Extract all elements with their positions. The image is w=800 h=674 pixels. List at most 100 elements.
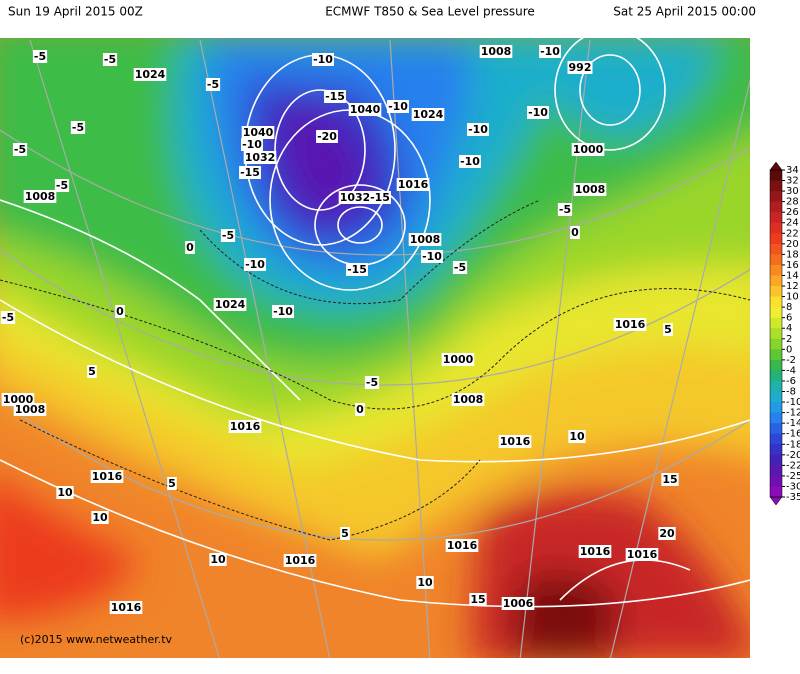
colorbar-cell	[770, 412, 782, 424]
colorbar-cell	[770, 275, 782, 287]
colorbar-tick-label: -30	[786, 481, 800, 492]
label-bg	[12, 143, 28, 156]
label-bg	[324, 90, 346, 103]
colorbar-cell	[770, 338, 782, 350]
label-bg	[355, 403, 365, 416]
colorbar-tick-label: 18	[786, 249, 799, 260]
contour-label: -5	[559, 203, 571, 216]
label-bg	[205, 78, 221, 91]
contour-label: -5	[207, 78, 219, 91]
label-bg	[91, 511, 109, 524]
contour-label: -15	[240, 166, 260, 179]
contour-label: -20	[317, 130, 337, 143]
contour-label: -15	[325, 90, 345, 103]
label-bg	[115, 305, 125, 318]
label-bg	[239, 166, 261, 179]
colorbar-cell	[770, 328, 782, 340]
colorbar-cell	[770, 391, 782, 403]
colorbar-cell	[770, 433, 782, 445]
label-bg	[13, 403, 47, 416]
label-bg	[23, 190, 57, 203]
colorbar-cell	[770, 286, 782, 298]
label-bg	[387, 100, 409, 113]
contour-label: 1016	[580, 545, 611, 558]
label-bg	[451, 393, 485, 406]
colorbar-tick-label: 22	[786, 228, 799, 239]
label-bg	[348, 103, 382, 116]
label-bg	[1, 393, 35, 406]
label-bg	[167, 477, 177, 490]
contour-label: -15	[370, 191, 390, 204]
contour-label: 5	[168, 477, 176, 490]
label-bg	[369, 191, 391, 204]
colorbar-tick-label: -16	[786, 429, 800, 440]
contour-label: 1000	[573, 143, 604, 156]
contour-label: 1016	[398, 178, 429, 191]
colorbar-cell	[770, 349, 782, 361]
colorbar-cell	[770, 402, 782, 414]
colorbar-cell	[770, 212, 782, 224]
contour-label: -5	[104, 53, 116, 66]
colorbar-cell	[770, 486, 782, 498]
footer: (c)2015 www.netweather.tv	[20, 633, 173, 646]
label-bg	[571, 143, 605, 156]
label-bg	[54, 179, 70, 192]
colorbar-cell	[770, 475, 782, 487]
label-bg	[613, 318, 647, 331]
label-bg	[467, 123, 489, 136]
colorbar-tick-label: 16	[786, 260, 799, 271]
label-bg	[312, 53, 334, 66]
contour-label: -5	[454, 261, 466, 274]
contour-label: 1008	[453, 393, 484, 406]
contour-label: 1040	[350, 103, 381, 116]
label-bg	[87, 365, 97, 378]
colorbar-cell	[770, 264, 782, 276]
contour-label: -5	[14, 143, 26, 156]
label-bg	[70, 121, 86, 134]
colorbar-frame	[769, 169, 783, 498]
contour-label: 1016	[230, 420, 261, 433]
contour-label: 1008	[15, 403, 46, 416]
label-bg	[459, 155, 481, 168]
colorbar-arrow-top	[769, 161, 783, 171]
colorbar-tick-label: 12	[786, 281, 799, 292]
colorbar-cell	[770, 222, 782, 234]
contour-label: -5	[56, 179, 68, 192]
colorbar-tick-label: 10	[786, 292, 799, 303]
contour-label: 0	[571, 226, 579, 239]
contour-label: -10	[528, 106, 548, 119]
colorbar-tick-label: -2	[786, 355, 796, 366]
label-bg	[568, 430, 586, 443]
colorbar-tick-label: 26	[786, 207, 799, 218]
label-bg	[243, 151, 277, 164]
colorbar-cell	[770, 243, 782, 255]
label-bg	[316, 130, 338, 143]
label-bg	[338, 191, 372, 204]
colorbar-tick-label: -35	[786, 492, 800, 503]
contour-label: -5	[222, 229, 234, 242]
contour-label: 10	[57, 486, 73, 499]
contour-label: -10	[242, 138, 262, 151]
contour-label: 1016	[500, 435, 531, 448]
contour-label: 1016	[92, 470, 123, 483]
label-bg	[364, 376, 380, 389]
label-bg	[396, 178, 430, 191]
contour-label: -10	[468, 123, 488, 136]
label-bg	[213, 298, 247, 311]
colorbar-tick-label: 14	[786, 270, 799, 281]
contour-label: 0	[116, 305, 124, 318]
contour-label: 1008	[25, 190, 56, 203]
label-bg	[578, 545, 612, 558]
label-bg	[469, 593, 487, 606]
label-bg	[90, 470, 124, 483]
label-bg	[539, 45, 561, 58]
contour-label: 1006	[503, 597, 534, 610]
contour-label: 992	[569, 61, 592, 74]
colorbar-cell	[770, 254, 782, 266]
header-right: Sat 25 April 2015 00:00	[613, 5, 756, 19]
label-bg	[109, 601, 143, 614]
contour-label: 5	[88, 365, 96, 378]
label-bg	[244, 258, 266, 271]
contour-label: 1016	[627, 548, 658, 561]
